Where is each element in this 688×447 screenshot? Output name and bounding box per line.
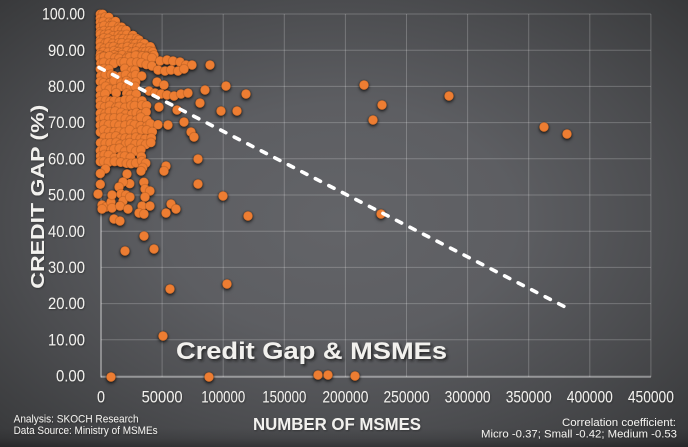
svg-text:30.00: 30.00 <box>48 259 85 277</box>
svg-text:0.00: 0.00 <box>56 368 85 386</box>
svg-text:70.00: 70.00 <box>48 114 85 132</box>
svg-text:CREDIT GAP (%): CREDIT GAP (%) <box>27 105 48 289</box>
svg-text:40.00: 40.00 <box>48 223 85 241</box>
svg-text:0: 0 <box>97 389 105 407</box>
svg-text:20.00: 20.00 <box>48 295 85 313</box>
svg-text:NUMBER OF MSMES: NUMBER OF MSMES <box>253 414 421 434</box>
svg-text:300000: 300000 <box>445 389 491 407</box>
svg-text:450000: 450000 <box>628 389 674 407</box>
svg-text:250000: 250000 <box>384 389 430 407</box>
svg-text:50000: 50000 <box>142 389 183 407</box>
svg-text:50.00: 50.00 <box>48 187 85 205</box>
svg-text:150000: 150000 <box>262 389 306 407</box>
svg-text:100.00: 100.00 <box>42 6 85 24</box>
svg-text:Micro -0.37; Small -0.42; Medi: Micro -0.37; Small -0.42; Medium -0.53 <box>481 429 677 441</box>
svg-text:400000: 400000 <box>567 389 613 407</box>
svg-text:Analysis: SKOCH Research: Analysis: SKOCH Research <box>14 413 139 425</box>
svg-text:100000: 100000 <box>201 389 245 407</box>
svg-text:10.00: 10.00 <box>48 331 85 349</box>
svg-text:90.00: 90.00 <box>48 42 85 60</box>
svg-text:Credit Gap & MSMEs: Credit Gap & MSMEs <box>176 338 447 365</box>
svg-text:Data Source: Ministry of MSMEs: Data Source: Ministry of MSMEs <box>14 425 158 437</box>
svg-text:350000: 350000 <box>506 389 552 407</box>
svg-text:60.00: 60.00 <box>48 150 85 168</box>
svg-text:Correlation coefficient:: Correlation coefficient: <box>562 417 676 429</box>
svg-text:200000: 200000 <box>322 389 368 407</box>
svg-text:80.00: 80.00 <box>48 78 85 96</box>
